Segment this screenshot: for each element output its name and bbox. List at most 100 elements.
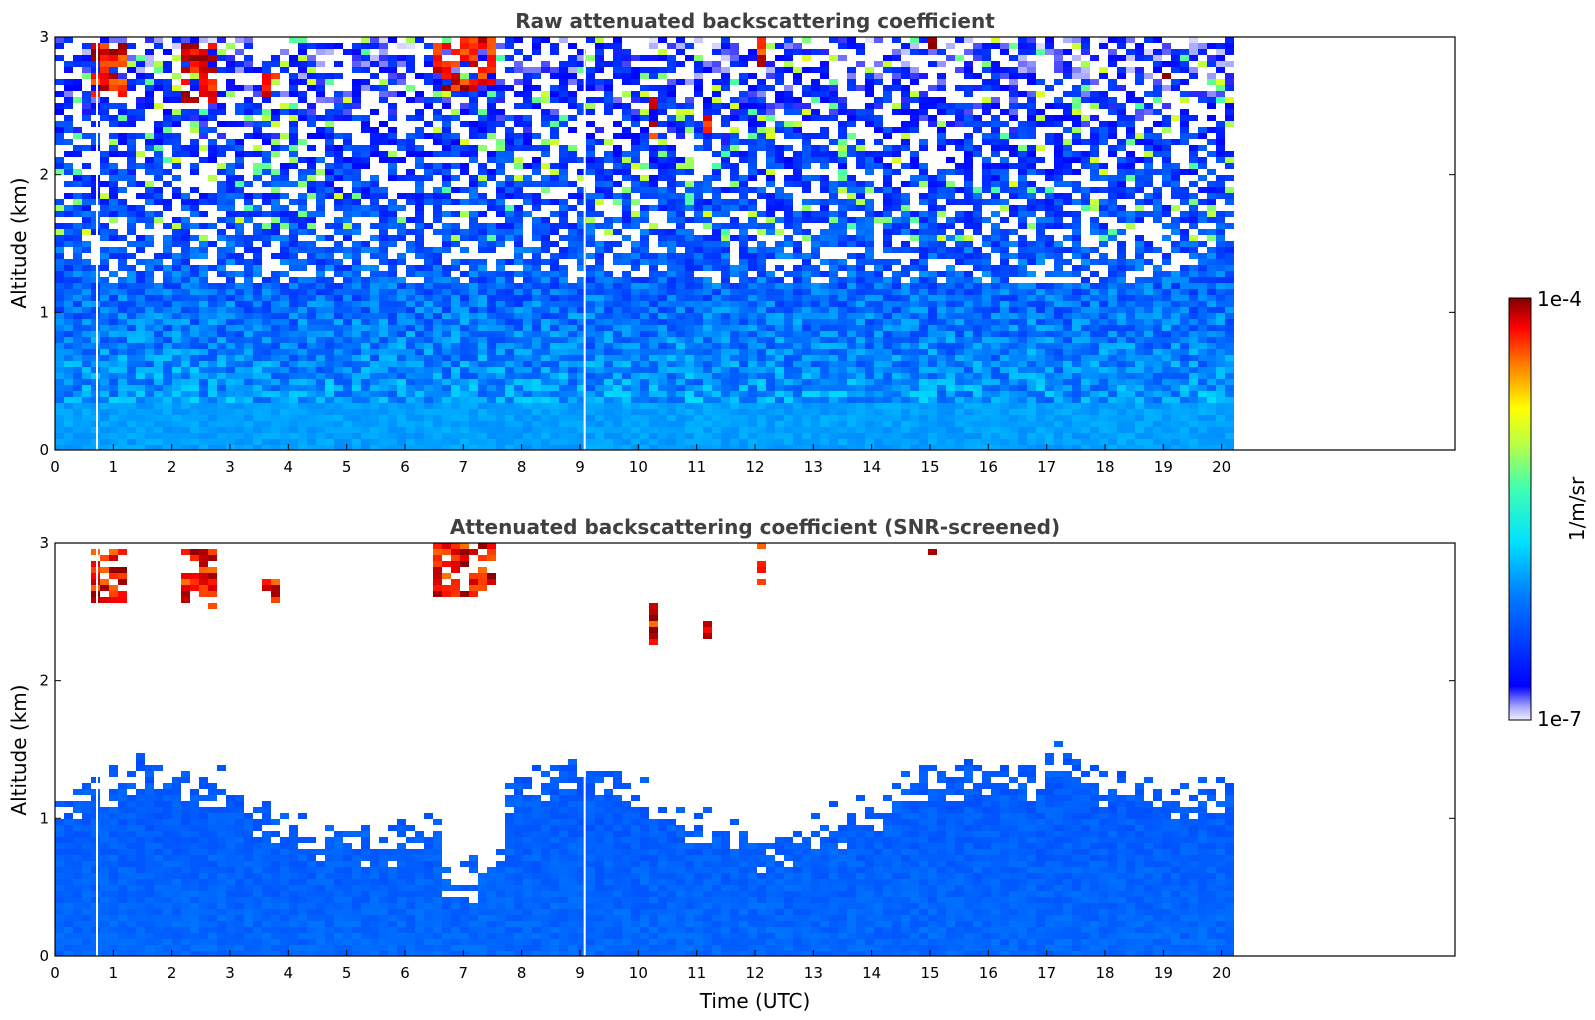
heatmap-cell xyxy=(145,289,154,295)
heatmap-cell xyxy=(352,43,361,49)
heatmap-cell xyxy=(55,385,64,391)
heatmap-cell xyxy=(703,253,712,259)
heatmap-cell xyxy=(541,313,550,319)
heatmap-cell xyxy=(343,211,352,217)
heatmap-cell xyxy=(577,409,586,415)
heatmap-cell xyxy=(829,109,838,115)
heatmap-cell xyxy=(217,109,226,115)
heatmap-cell xyxy=(73,205,82,211)
heatmap-cell xyxy=(532,439,541,445)
heatmap-cell xyxy=(838,439,847,445)
heatmap-cell xyxy=(793,49,802,55)
heatmap-cell xyxy=(712,379,721,385)
heatmap-cell xyxy=(649,181,658,187)
heatmap-cell xyxy=(784,241,793,247)
heatmap-cell xyxy=(424,43,433,49)
heatmap-cell xyxy=(604,79,613,85)
heatmap-cell xyxy=(784,307,793,313)
heatmap-cell xyxy=(316,253,325,259)
heatmap-cell xyxy=(244,367,253,373)
heatmap-cell xyxy=(757,325,766,331)
heatmap-cell xyxy=(604,343,613,349)
heatmap-cell xyxy=(244,295,253,301)
heatmap-cell xyxy=(694,199,703,205)
heatmap-cell xyxy=(424,367,433,373)
heatmap-cell xyxy=(829,211,838,217)
heatmap-cell xyxy=(577,109,586,115)
heatmap-cell xyxy=(748,409,757,415)
heatmap-cell xyxy=(748,265,757,271)
heatmap-cell xyxy=(154,295,163,301)
heatmap-cell xyxy=(253,229,262,235)
heatmap-cell xyxy=(505,301,514,307)
heatmap-cell xyxy=(244,343,253,349)
heatmap-cell xyxy=(784,397,793,403)
heatmap-cell xyxy=(199,295,208,301)
heatmap-cell xyxy=(838,361,847,367)
heatmap-cell xyxy=(676,157,685,163)
heatmap-cell xyxy=(460,439,469,445)
heatmap-cell xyxy=(253,421,262,427)
heatmap-cell xyxy=(595,289,604,295)
heatmap-cell xyxy=(442,265,451,271)
heatmap-cell xyxy=(685,397,694,403)
heatmap-cell xyxy=(721,337,730,343)
heatmap-cell xyxy=(685,235,694,241)
heatmap-cell xyxy=(271,139,280,145)
heatmap-cell xyxy=(739,319,748,325)
heatmap-cell xyxy=(379,91,388,97)
heatmap-cell xyxy=(667,253,676,259)
heatmap-cell xyxy=(181,55,190,61)
heatmap-cell xyxy=(379,49,388,55)
heatmap-cell xyxy=(136,103,145,109)
heatmap-cell xyxy=(667,355,676,361)
heatmap-cell xyxy=(352,307,361,313)
heatmap-cell xyxy=(127,277,136,283)
heatmap-cell xyxy=(577,403,586,409)
heatmap-cell xyxy=(604,337,613,343)
heatmap-cell xyxy=(208,223,217,229)
heatmap-cell xyxy=(712,421,721,427)
heatmap-cell xyxy=(190,373,199,379)
heatmap-cell xyxy=(280,313,289,319)
heatmap-cell xyxy=(127,151,136,157)
heatmap-cell xyxy=(406,175,415,181)
heatmap-cell xyxy=(712,43,721,49)
heatmap-cell xyxy=(451,145,460,151)
heatmap-cell xyxy=(127,79,136,85)
heatmap-cell xyxy=(577,427,586,433)
heatmap-cell xyxy=(136,67,145,73)
heatmap-cell xyxy=(721,73,730,79)
heatmap-cell xyxy=(334,43,343,49)
heatmap-cell xyxy=(136,301,145,307)
heatmap-cell xyxy=(343,427,352,433)
heatmap-cell xyxy=(793,349,802,355)
heatmap-cell xyxy=(262,343,271,349)
heatmap-cell xyxy=(757,145,766,151)
heatmap-cell xyxy=(163,127,172,133)
heatmap-cell xyxy=(154,445,163,450)
heatmap-cell xyxy=(64,163,73,169)
heatmap-cell xyxy=(190,163,199,169)
heatmap-cell xyxy=(208,127,217,133)
heatmap-cell xyxy=(856,217,865,223)
heatmap-cell xyxy=(766,433,775,439)
heatmap-cell xyxy=(442,415,451,421)
heatmap-cell xyxy=(397,217,406,223)
heatmap-cell xyxy=(712,295,721,301)
heatmap-cell xyxy=(577,313,586,319)
heatmap-cell xyxy=(604,361,613,367)
heatmap-cell xyxy=(748,151,757,157)
heatmap-cell xyxy=(136,337,145,343)
heatmap-cell xyxy=(343,253,352,259)
heatmap-cell xyxy=(361,373,370,379)
heatmap-cell xyxy=(658,133,667,139)
heatmap-cell xyxy=(568,253,577,259)
heatmap-cell xyxy=(289,331,298,337)
heatmap-cell xyxy=(361,193,370,199)
heatmap-cell xyxy=(631,373,640,379)
heatmap-cell xyxy=(154,127,163,133)
heatmap-cell xyxy=(172,301,181,307)
heatmap-cell xyxy=(496,445,505,450)
heatmap-cell xyxy=(217,187,226,193)
